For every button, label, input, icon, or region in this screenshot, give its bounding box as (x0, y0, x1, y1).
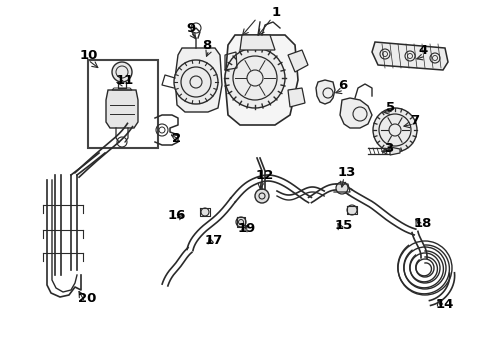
Text: 6: 6 (337, 78, 346, 91)
Polygon shape (240, 35, 274, 50)
Circle shape (236, 217, 245, 227)
Circle shape (254, 189, 268, 203)
Text: 20: 20 (78, 292, 96, 305)
Circle shape (335, 182, 347, 194)
Bar (88, 60, 158, 148)
Text: 11: 11 (116, 73, 134, 86)
Text: 17: 17 (204, 234, 223, 247)
Text: 10: 10 (80, 49, 98, 62)
Text: 4: 4 (417, 44, 427, 57)
Text: 12: 12 (256, 168, 274, 181)
Text: 14: 14 (435, 298, 453, 311)
Text: 13: 13 (337, 166, 356, 179)
Text: 7: 7 (409, 113, 418, 126)
Text: 2: 2 (172, 131, 181, 144)
Polygon shape (287, 88, 305, 107)
Text: 9: 9 (185, 22, 195, 35)
Circle shape (224, 48, 285, 108)
Polygon shape (389, 147, 399, 155)
Circle shape (372, 108, 416, 152)
Polygon shape (106, 90, 138, 128)
Polygon shape (175, 48, 222, 112)
Text: 8: 8 (202, 39, 211, 51)
Circle shape (201, 208, 208, 216)
Polygon shape (315, 80, 334, 104)
Circle shape (346, 205, 356, 215)
Text: 18: 18 (413, 216, 431, 230)
Circle shape (174, 60, 218, 104)
Polygon shape (339, 98, 371, 128)
Polygon shape (224, 35, 297, 125)
Polygon shape (371, 42, 447, 70)
Text: 1: 1 (271, 5, 281, 18)
Text: 15: 15 (334, 219, 352, 231)
Circle shape (112, 62, 132, 82)
Polygon shape (287, 50, 307, 72)
Text: 3: 3 (383, 141, 392, 154)
Text: 5: 5 (385, 100, 394, 113)
Text: 16: 16 (168, 208, 186, 221)
Text: 19: 19 (238, 221, 256, 234)
